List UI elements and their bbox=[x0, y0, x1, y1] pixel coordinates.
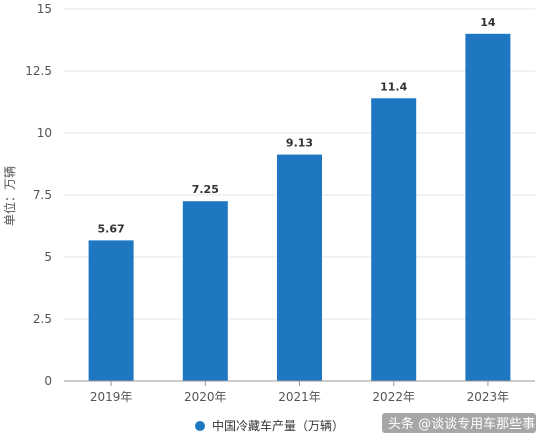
y-tick-label: 10 bbox=[37, 126, 52, 140]
watermark-text: 头条 @谈谈专用车那些事 bbox=[388, 416, 535, 432]
legend-label: 中国冷藏车产量（万辆） bbox=[212, 418, 344, 433]
y-tick-label: 5 bbox=[44, 250, 52, 264]
x-tick-label: 2021年 bbox=[278, 390, 321, 404]
data-label: 7.25 bbox=[192, 183, 219, 196]
y-axis-label: 单位：万辆 bbox=[2, 166, 17, 226]
x-tick-label: 2023年 bbox=[467, 390, 510, 404]
legend-swatch bbox=[195, 421, 205, 431]
y-tick-label: 2.5 bbox=[33, 312, 52, 326]
y-tick-label: 15 bbox=[37, 2, 52, 16]
y-axis-ticks: 0 2.5 5 7.5 10 12.5 15 bbox=[25, 2, 52, 388]
x-axis-ticks: 2019年 2020年 2021年 2022年 2023年 bbox=[90, 381, 509, 404]
y-tick-label: 7.5 bbox=[33, 188, 52, 202]
data-label: 14 bbox=[480, 16, 496, 29]
y-tick-label: 12.5 bbox=[25, 64, 52, 78]
bar bbox=[182, 201, 228, 381]
x-tick-label: 2020年 bbox=[184, 390, 227, 404]
x-tick-label: 2022年 bbox=[372, 390, 415, 404]
watermark-background bbox=[382, 413, 536, 433]
bars bbox=[88, 33, 511, 382]
y-tick-label: 0 bbox=[44, 374, 52, 388]
bar bbox=[465, 33, 511, 382]
data-label: 9.13 bbox=[286, 137, 313, 150]
x-tick-label: 2019年 bbox=[90, 390, 133, 404]
data-label: 11.4 bbox=[380, 80, 407, 93]
data-labels: 5.67 7.25 9.13 11.4 14 bbox=[98, 16, 496, 236]
bar bbox=[277, 154, 322, 381]
bar bbox=[371, 98, 417, 381]
bar bbox=[88, 240, 134, 381]
data-label: 5.67 bbox=[98, 222, 125, 235]
watermark: 头条 @谈谈专用车那些事 bbox=[382, 413, 536, 433]
legend: 中国冷藏车产量（万辆） bbox=[195, 418, 344, 433]
